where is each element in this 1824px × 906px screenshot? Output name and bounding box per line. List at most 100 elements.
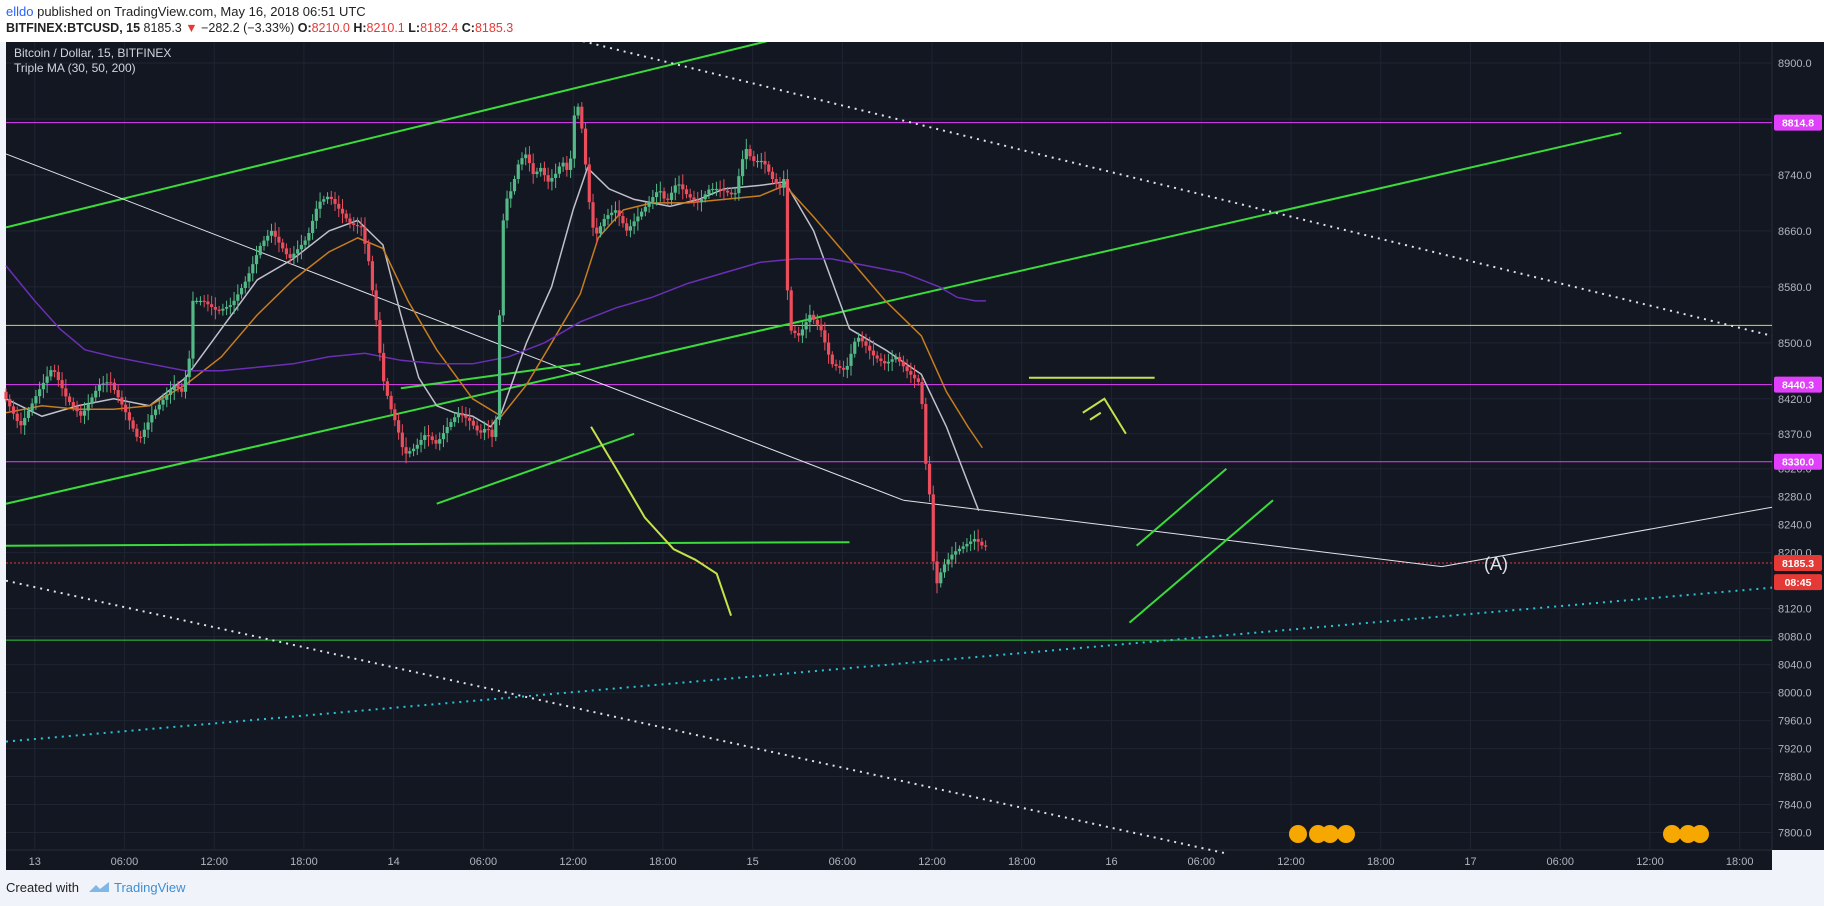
- candle-body: [23, 418, 27, 426]
- candle-body: [565, 162, 569, 170]
- candle-body: [767, 164, 771, 172]
- candle-body: [456, 412, 461, 418]
- time-tick-label: 13: [29, 856, 41, 868]
- event-flag-icon[interactable]: [1321, 825, 1339, 843]
- candle-body: [759, 160, 763, 163]
- price-axis-labels: 8814.8 8440.3 8330.0 8185.3 08:45: [1774, 114, 1822, 591]
- event-flag-icon[interactable]: [1337, 825, 1355, 843]
- candle-body: [232, 300, 236, 306]
- candle-body: [696, 199, 700, 203]
- price-tick-label: 7800.0: [1778, 828, 1812, 840]
- chart-legend-title: Bitcoin / Dollar, 15, BITFINEX: [14, 46, 171, 60]
- time-tick-label: 06:00: [1546, 856, 1574, 868]
- candle-body: [965, 543, 969, 547]
- candle-body: [752, 156, 756, 161]
- candle-body: [348, 218, 352, 224]
- candle-body: [912, 374, 917, 379]
- event-flag-icon[interactable]: [1691, 825, 1709, 843]
- candle-body: [662, 191, 666, 199]
- candle-body: [853, 341, 857, 354]
- candle-body: [883, 360, 887, 364]
- candle-body: [411, 448, 416, 452]
- candle-body: [247, 273, 251, 282]
- time-tick-label: 12:00: [1636, 856, 1664, 868]
- candle-body: [748, 148, 752, 157]
- candle-body: [699, 199, 704, 203]
- price-tick-label: 8000.0: [1778, 688, 1812, 700]
- candle-body: [860, 337, 864, 342]
- candle-body: [838, 366, 842, 368]
- price-tick-label: 8500.0: [1778, 338, 1812, 350]
- candle-body: [45, 376, 49, 383]
- price-chart[interactable]: 8900.08820.08740.08660.08580.08500.08420…: [0, 42, 1824, 870]
- price-label-text: 8185.3: [1782, 558, 1814, 570]
- price-tick-label: 8080.0: [1778, 632, 1812, 644]
- candle-body: [602, 218, 606, 227]
- candle-body: [924, 404, 928, 464]
- candle-body: [352, 223, 356, 225]
- high-label: H:: [353, 21, 367, 35]
- candle-body: [583, 128, 588, 165]
- candle-body: [927, 463, 932, 495]
- moving-average-line: [5, 184, 983, 449]
- candle-body: [299, 244, 303, 250]
- candle-body: [684, 189, 689, 195]
- time-tick-label: 06:00: [829, 856, 857, 868]
- candle-body: [127, 412, 131, 421]
- candle-body: [86, 403, 90, 411]
- candle-body: [4, 391, 8, 400]
- candle-body: [703, 194, 707, 200]
- candle-body: [931, 494, 935, 562]
- candle-body: [453, 417, 457, 423]
- open-value: 8210.0: [311, 21, 350, 35]
- candle-body: [363, 227, 367, 244]
- candle-body: [512, 178, 517, 192]
- event-markers-right[interactable]: [1663, 825, 1709, 843]
- tradingview-brand-label: TradingView: [114, 880, 186, 895]
- price-tick-label: 7960.0: [1778, 716, 1812, 728]
- candle-body: [97, 384, 102, 391]
- price-label-box: [1774, 554, 1822, 571]
- price-axis-area[interactable]: [1772, 42, 1824, 850]
- high-value: 8210.1: [366, 21, 405, 35]
- tradingview-logo-icon: [89, 882, 109, 892]
- candle-body: [468, 417, 472, 421]
- candle-body: [651, 197, 655, 202]
- candle-body: [505, 198, 509, 221]
- candle-body: [49, 370, 53, 377]
- candle-body: [692, 197, 696, 200]
- candle-body: [625, 223, 629, 231]
- event-flag-icon[interactable]: [1663, 825, 1681, 843]
- event-markers-left[interactable]: [1289, 825, 1355, 843]
- candle-body: [251, 264, 255, 274]
- candle-body: [744, 148, 748, 160]
- candle-body: [542, 167, 547, 176]
- candle-body: [79, 411, 83, 416]
- change-value: −282.2 (−3.33%): [201, 21, 295, 35]
- projection-line: [1441, 506, 1773, 568]
- time-axis-ticks: 13 06:00 12:00 18:00 14 06:00 12:00 18:00 15 06:0…: [29, 856, 1754, 868]
- price-tick-label: 8040.0: [1778, 660, 1812, 672]
- candle-body: [520, 158, 524, 165]
- candle-body: [677, 184, 681, 186]
- candle-body: [135, 428, 139, 437]
- candle-body: [146, 422, 150, 430]
- small-channel-upper: [400, 362, 581, 390]
- time-axis-area[interactable]: [6, 850, 1772, 870]
- candle-body: [546, 175, 550, 182]
- candle-body: [393, 409, 397, 421]
- candle-body: [56, 371, 60, 381]
- candle-body: [823, 330, 827, 343]
- candle-body: [30, 403, 34, 411]
- candle-body: [172, 385, 176, 391]
- tradingview-brand[interactable]: TradingView: [88, 880, 186, 895]
- time-tick-label: 16: [1105, 856, 1117, 868]
- author-link[interactable]: elldo: [6, 4, 34, 19]
- candle-body: [180, 388, 184, 392]
- candle-body: [957, 548, 962, 552]
- event-flag-icon[interactable]: [1289, 825, 1307, 843]
- candle-body: [950, 554, 954, 560]
- candle-body: [426, 435, 431, 437]
- symbol-line: BITFINEX:BTCUSD, 15 8185.3 ▼ −282.2 (−3.…: [6, 21, 513, 35]
- candle-body: [11, 406, 16, 414]
